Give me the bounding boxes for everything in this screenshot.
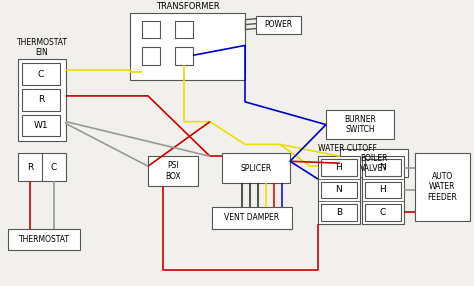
FancyBboxPatch shape [142,21,160,39]
Text: N: N [336,185,342,194]
Text: N: N [380,163,386,172]
Text: PSI
BOX: PSI BOX [165,162,181,181]
FancyBboxPatch shape [142,47,160,65]
Text: AUTO
WATER
FEEDER: AUTO WATER FEEDER [428,172,457,202]
FancyBboxPatch shape [340,149,408,177]
FancyBboxPatch shape [318,156,360,224]
FancyBboxPatch shape [8,229,80,250]
Text: C: C [38,69,44,79]
Text: TRANSFORMER: TRANSFORMER [155,2,219,11]
Text: BURNER
SWITCH: BURNER SWITCH [344,115,376,134]
Text: WATER CUTOFF: WATER CUTOFF [318,144,377,153]
Text: THERMOSTAT
EIN: THERMOSTAT EIN [17,38,67,57]
FancyBboxPatch shape [362,156,404,224]
Text: BOILER
VALVE?: BOILER VALVE? [360,154,388,173]
FancyBboxPatch shape [321,182,357,198]
FancyBboxPatch shape [222,153,290,183]
FancyBboxPatch shape [130,13,245,80]
Text: W1: W1 [34,121,48,130]
FancyBboxPatch shape [18,153,66,181]
FancyBboxPatch shape [365,182,401,198]
FancyBboxPatch shape [326,110,394,140]
FancyBboxPatch shape [365,204,401,221]
FancyBboxPatch shape [175,47,193,65]
FancyBboxPatch shape [22,63,60,85]
FancyBboxPatch shape [212,207,292,229]
Text: R: R [38,95,44,104]
FancyBboxPatch shape [321,204,357,221]
Text: SPLICER: SPLICER [240,164,272,173]
Text: B: B [336,208,342,217]
Text: C: C [51,163,57,172]
FancyBboxPatch shape [22,115,60,136]
Text: C: C [380,208,386,217]
Text: THERMOSTAT: THERMOSTAT [18,235,70,244]
FancyBboxPatch shape [148,156,198,186]
FancyBboxPatch shape [175,21,193,39]
FancyBboxPatch shape [415,153,470,221]
Text: R: R [27,163,33,172]
Text: POWER: POWER [264,20,292,29]
FancyBboxPatch shape [321,159,357,176]
FancyBboxPatch shape [365,159,401,176]
Text: H: H [380,185,386,194]
FancyBboxPatch shape [18,59,66,142]
FancyBboxPatch shape [256,16,301,33]
FancyBboxPatch shape [22,89,60,111]
Text: VENT DAMPER: VENT DAMPER [224,213,280,222]
Text: H: H [336,163,342,172]
